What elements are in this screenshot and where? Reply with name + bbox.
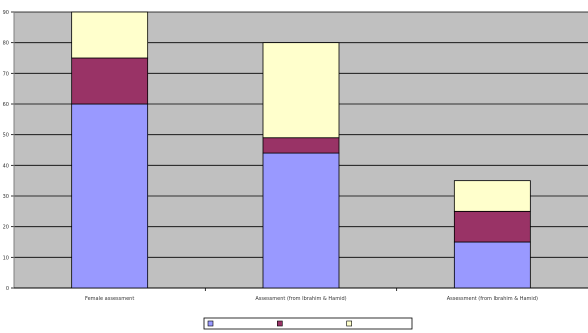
x-category-label: Assessment (from Ibrahim & Hamid) — [255, 296, 346, 302]
y-tick-label: 30 — [3, 194, 9, 200]
x-category-label: Assessment (from Ibrahim & Hamid) — [447, 296, 538, 302]
legend-swatch — [277, 320, 283, 327]
bar-segment — [71, 103, 149, 289]
bar-segment — [71, 57, 149, 105]
legend-swatch — [207, 320, 214, 327]
x-category-label: Female assessment — [85, 296, 134, 302]
y-tick-label: 40 — [3, 163, 9, 169]
y-tick-label: 50 — [3, 133, 9, 139]
y-tick-label: 80 — [3, 41, 9, 47]
y-tick-label: 10 — [3, 255, 9, 261]
bar-segment — [262, 137, 340, 154]
bar-segment — [262, 42, 340, 139]
y-tick-label: 60 — [3, 102, 9, 108]
legend-box — [203, 317, 413, 330]
bar-segment — [453, 241, 531, 289]
y-tick-label: 0 — [6, 286, 9, 292]
bar-segment — [262, 152, 340, 289]
y-tick-label: 20 — [3, 225, 9, 231]
y-tick-label: 70 — [3, 71, 9, 77]
bar-segment — [453, 210, 531, 243]
y-tick-label: 90 — [3, 10, 9, 16]
bar-segment — [71, 11, 149, 59]
bar-segment — [453, 180, 531, 212]
legend — [203, 317, 413, 330]
legend-swatch — [346, 320, 352, 327]
